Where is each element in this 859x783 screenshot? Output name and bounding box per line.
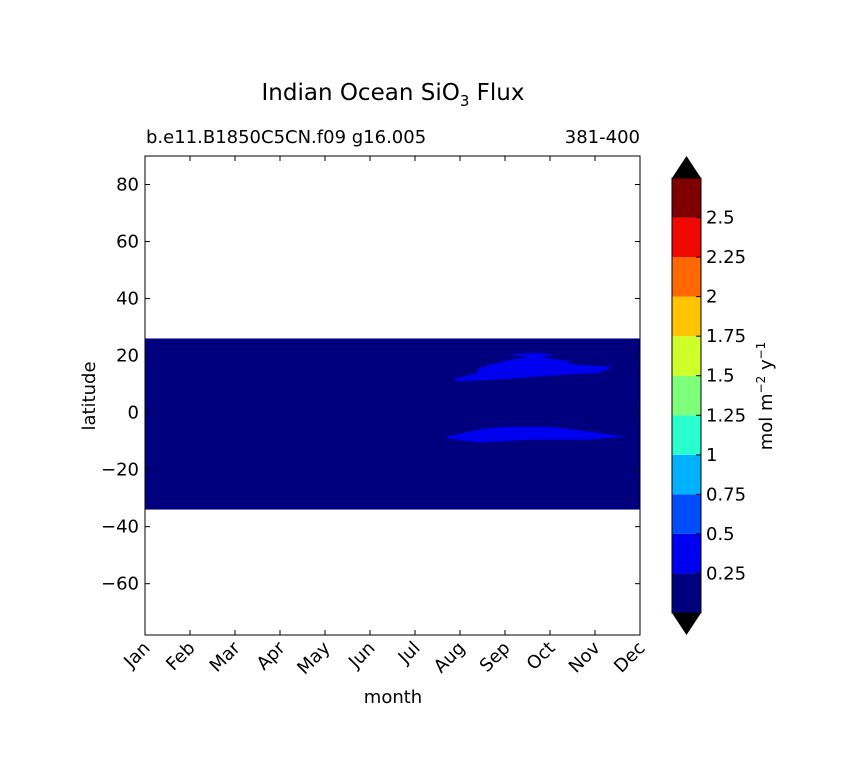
- x-tick-label: Aug: [430, 638, 470, 678]
- plot-frame: [144, 155, 641, 636]
- plot-area: [144, 155, 641, 636]
- colorbar-segment: [672, 415, 701, 455]
- colorbar-label-mid: y: [756, 359, 777, 376]
- x-tick-label: Apr: [253, 637, 290, 674]
- colorbar-tick-label: 2: [706, 287, 717, 308]
- y-tick-label: −40: [101, 517, 139, 538]
- colorbar-segment: [672, 375, 701, 416]
- x-tick-label: Mar: [206, 637, 245, 676]
- y-axis: 80 60 40 20 0 −20 −40 −60: [101, 175, 640, 595]
- x-tick-label: Jun: [344, 638, 379, 673]
- colorbar-tick-label: 2.25: [706, 247, 746, 268]
- chart-title-main: Indian Ocean SiO: [262, 80, 460, 106]
- colorbar-over-arrow: [672, 156, 701, 178]
- colorbar-tick-label: 1.5: [706, 366, 735, 387]
- subtitle-left: b.e11.B1850C5CN.f09 g16.005: [146, 127, 426, 148]
- y-tick-label: 20: [116, 346, 139, 367]
- colorbar-segment: [672, 494, 701, 534]
- colorbar-label-exp2: −1: [754, 342, 768, 360]
- y-tick-label: −60: [101, 574, 139, 595]
- chart-title-subscript: 3: [460, 92, 470, 110]
- y-tick-label: 60: [116, 232, 139, 253]
- y-tick-label: 0: [128, 403, 139, 424]
- colorbar-segment: [672, 573, 701, 613]
- colorbar-tick-label: 0.25: [706, 563, 746, 584]
- x-tick-label: Dec: [610, 638, 649, 677]
- x-tick-label: Jul: [394, 638, 425, 669]
- colorbar-segment: [672, 217, 701, 258]
- colorbar-tick-label: 0.75: [706, 484, 746, 505]
- x-tick-label: Nov: [565, 637, 605, 677]
- x-tick-label: Oct: [523, 638, 560, 675]
- y-tick-label: 40: [116, 289, 139, 310]
- x-axis-label: month: [364, 687, 422, 708]
- contour-northern-patch: [455, 352, 613, 382]
- colorbar-segment: [672, 533, 701, 574]
- colorbar: 0.25 0.5 0.75 1 1.25 1.5 1.75 2 2.25 2.5: [671, 156, 746, 635]
- x-tick-label: Feb: [162, 638, 199, 675]
- x-tick-label: May: [293, 637, 334, 678]
- colorbar-segment: [672, 336, 701, 376]
- colorbar-segment: [672, 257, 701, 297]
- colorbar-tick-label: 0.5: [706, 524, 735, 545]
- colorbar-frame: [671, 177, 702, 614]
- colorbar-tick-label: 1.25: [706, 405, 746, 426]
- colorbar-label-exp1: −2: [754, 376, 768, 394]
- chart-title-end: Flux: [469, 80, 524, 106]
- x-tick-label: Sep: [476, 638, 515, 677]
- colorbar-segment: [672, 454, 701, 495]
- colorbar-tick-label: 2.5: [706, 208, 735, 229]
- colorbar-segment: [672, 178, 701, 218]
- contour-southern-patch: [446, 426, 627, 443]
- colorbar-segment: [672, 296, 701, 337]
- chart-title: Indian Ocean SiO3 Flux: [262, 80, 525, 110]
- subtitle-right: 381-400: [565, 127, 640, 148]
- x-tick-label: Jan: [119, 638, 154, 673]
- colorbar-tick-label: 1: [706, 445, 717, 466]
- colorbar-label-pre: mol m: [756, 393, 777, 450]
- colorbar-label: mol m−2 y−1: [754, 342, 777, 451]
- y-tick-label: −20: [101, 460, 139, 481]
- colorbar-under-arrow: [672, 613, 701, 635]
- colorbar-tick-label: 1.75: [706, 326, 746, 347]
- y-axis-label: latitude: [79, 361, 100, 430]
- y-tick-label: 80: [116, 175, 139, 196]
